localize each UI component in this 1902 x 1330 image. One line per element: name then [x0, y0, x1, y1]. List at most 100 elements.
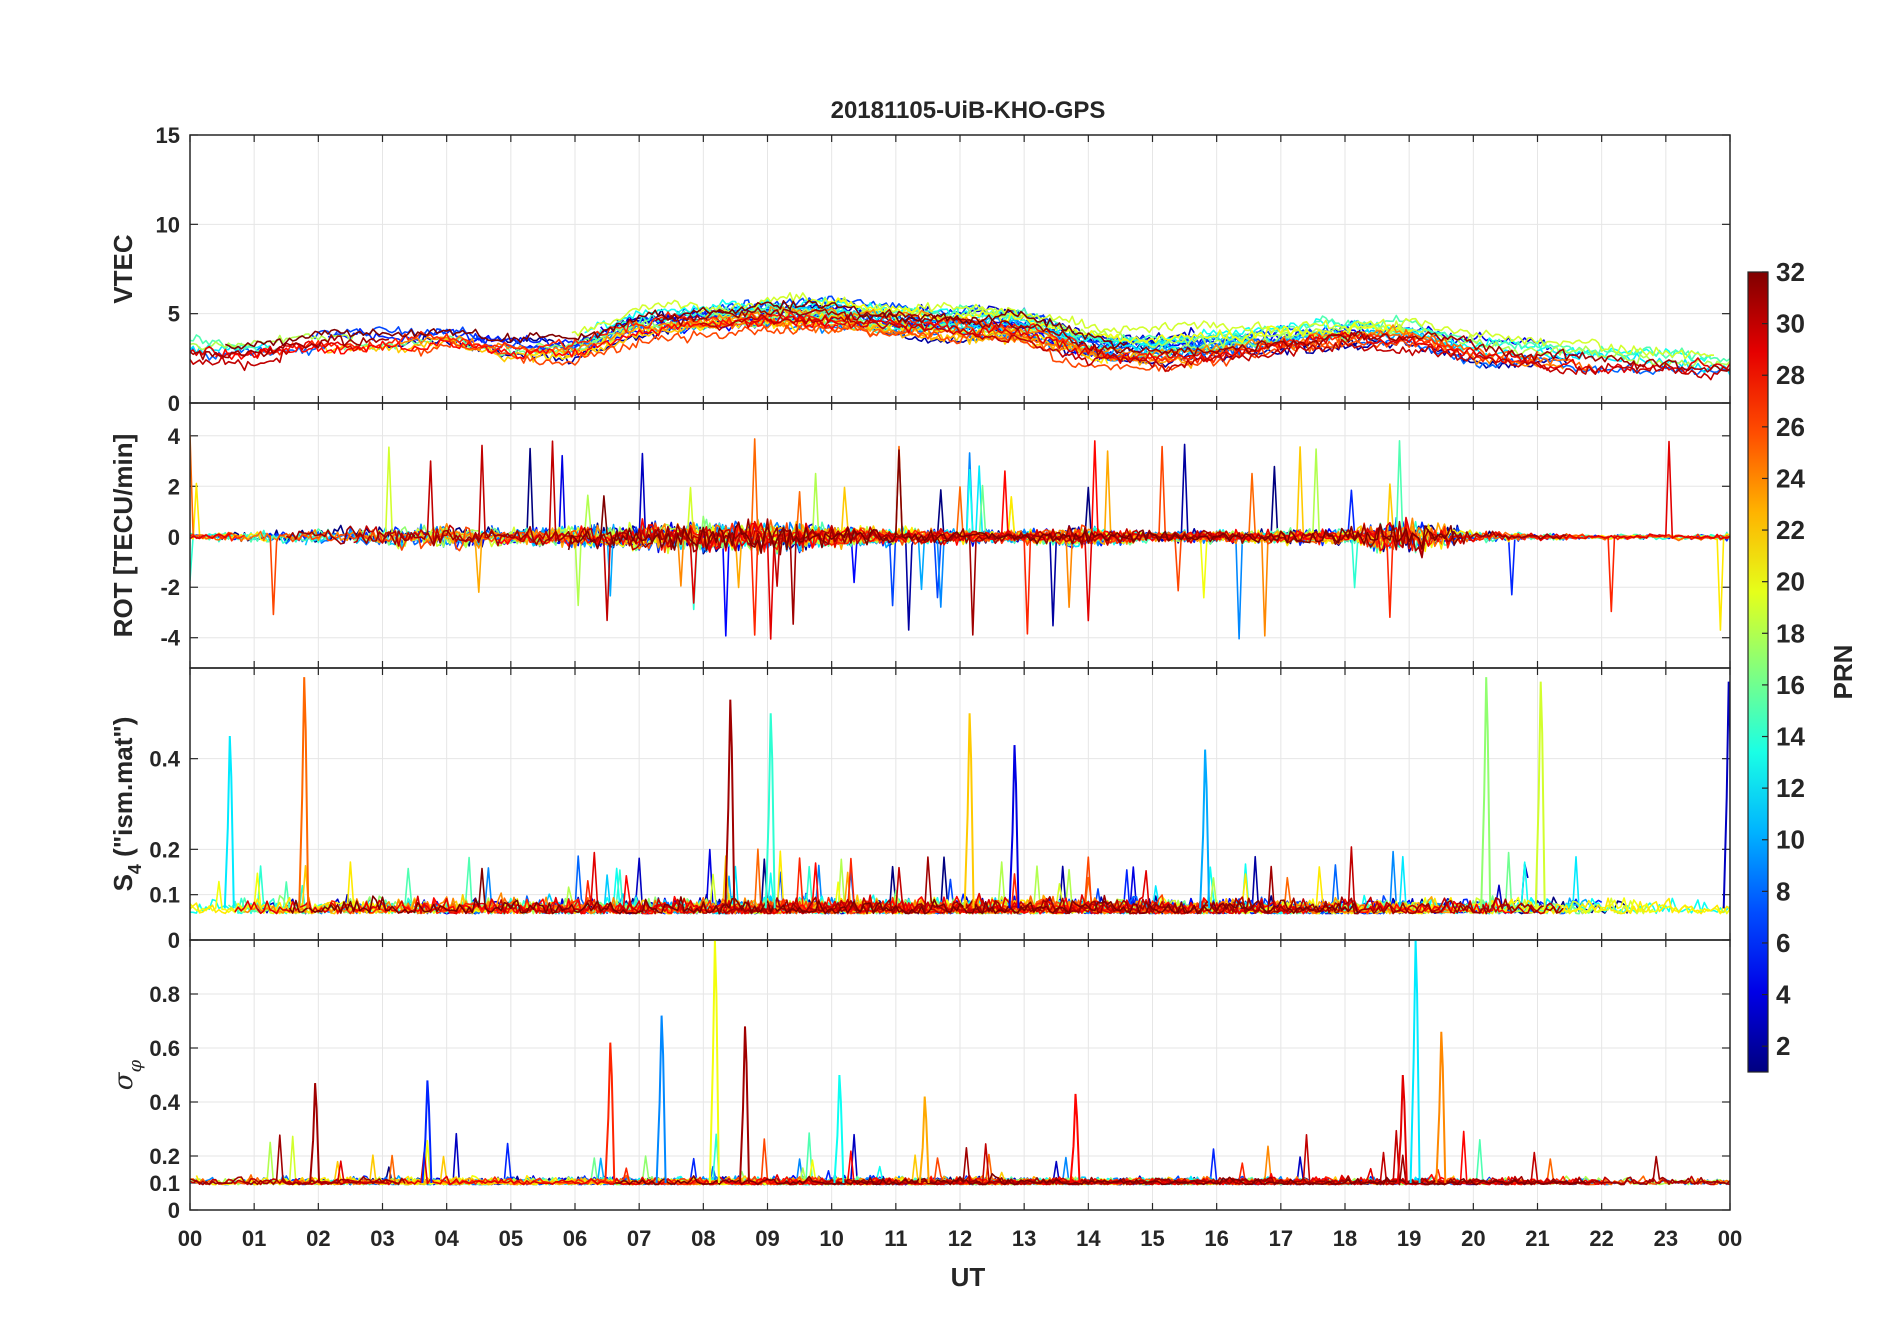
- x-tick-label: 14: [1076, 1226, 1101, 1251]
- x-tick-label: 21: [1525, 1226, 1549, 1251]
- series-line-prn-31: [190, 306, 1730, 373]
- panel-vtec: 0 5 10 15 VTEC: [108, 123, 1731, 416]
- panel-s4: 0 0.1 0.2 0.4S4 ("ism.mat"): [108, 667, 1731, 953]
- y-tick-label: 15: [156, 123, 180, 148]
- colorbar-tick-label: 32: [1776, 257, 1805, 287]
- y-axis-label: VTEC: [108, 234, 138, 304]
- spike-s4: [963, 713, 975, 909]
- series-line-prn-26: [411, 323, 1458, 373]
- y-tick-label: 2: [168, 474, 180, 499]
- colorbar-tick-label: 2: [1776, 1031, 1790, 1061]
- x-tick-label: 04: [434, 1226, 459, 1251]
- series-group: [190, 940, 1730, 1186]
- colorbar-scale: [1747, 271, 1769, 1073]
- spike-s4: [298, 677, 310, 909]
- y-tick-label: 0.1: [149, 883, 180, 908]
- colorbar-tick-label: 28: [1776, 360, 1805, 390]
- spike-sigma_phi: [309, 1083, 321, 1184]
- y-tick-label: 0.2: [149, 1144, 180, 1169]
- x-tick-label: 02: [306, 1226, 330, 1251]
- colorbar-tick-label: 10: [1776, 825, 1805, 855]
- y-tick-label: 5: [168, 302, 180, 327]
- x-tick-label: 19: [1397, 1226, 1421, 1251]
- y-axis-label: σφ: [109, 1059, 146, 1090]
- series-line-prn-32: [225, 299, 1128, 350]
- x-tick-label: 00: [178, 1226, 202, 1251]
- spike-s4: [1199, 749, 1211, 909]
- series-line-prn-32: [613, 1173, 1587, 1186]
- spike-sigma_phi: [739, 1026, 750, 1184]
- panel-sigma_phi: 00.10.2 0.4 0.6 0.8 σφ: [109, 939, 1731, 1223]
- x-axis-label: UT: [951, 1262, 986, 1292]
- x-tick-label: 12: [948, 1226, 972, 1251]
- x-tick-label: 18: [1333, 1226, 1357, 1251]
- x-tick-label: 15: [1140, 1226, 1164, 1251]
- x-tick-label: 01: [242, 1226, 266, 1251]
- x-tick-label: 11: [884, 1226, 907, 1251]
- spike-s4: [764, 713, 776, 909]
- spike-sigma_phi: [604, 1042, 616, 1184]
- spike-sigma_phi: [918, 1096, 930, 1184]
- series-line-prn-30: [190, 313, 1730, 381]
- y-tick-label: -2: [160, 575, 180, 600]
- y-tick-label: 0: [168, 391, 180, 416]
- panel-rot: -4 -2 0 2 4 ROT [TECU/min]: [108, 402, 1731, 669]
- y-tick-label: 0.4: [149, 1090, 180, 1115]
- colorbar-tick-label: 14: [1776, 722, 1805, 752]
- spike-sigma_phi: [1396, 1074, 1408, 1184]
- spike-s4: [1722, 681, 1730, 909]
- series-line-prn-19: [571, 292, 1715, 360]
- colorbar-tick-label: 12: [1776, 773, 1805, 803]
- x-tick-label: 05: [499, 1226, 523, 1251]
- spike-s4: [1534, 681, 1546, 909]
- colorbar-tick-label: 30: [1776, 309, 1805, 339]
- chart-title: 20181105-UiB-KHO-GPS: [831, 97, 1106, 124]
- x-tick-label: 09: [755, 1226, 779, 1251]
- spike-sigma_phi: [655, 1015, 667, 1184]
- colorbar-label: PRN: [1828, 645, 1858, 700]
- y-tick-label: 4: [168, 424, 181, 449]
- spike-sigma_phi: [708, 940, 720, 1184]
- y-tick-label: 0.4: [149, 747, 180, 772]
- y-tick-label: 0.1: [149, 1171, 180, 1196]
- x-tick-label: 00: [1718, 1226, 1742, 1251]
- spike-sigma_phi: [1069, 1093, 1081, 1184]
- colorbar-tick-label: 26: [1776, 412, 1805, 442]
- spike-sigma_phi: [1435, 1031, 1447, 1184]
- y-axis-label: S4 ("ism.mat"): [108, 717, 145, 892]
- spike-sigma_phi: [1409, 940, 1421, 1184]
- x-axis: 00 01 02 03 04 05 06 07 08 09 10 11 12 13 14 15 16 17 18 19…: [178, 1226, 1742, 1251]
- colorbar-tick-label: 8: [1776, 876, 1790, 906]
- y-tick-label: 0: [168, 525, 180, 550]
- y-tick-label: 10: [156, 212, 180, 237]
- colorbar-tick-label: 4: [1776, 980, 1791, 1010]
- x-tick-label: 23: [1654, 1226, 1678, 1251]
- x-tick-label: 17: [1269, 1226, 1293, 1251]
- y-tick-label: 0: [168, 928, 180, 953]
- y-axis-label: ROT [TECU/min]: [108, 434, 138, 638]
- series-line-prn-18: [427, 448, 1327, 607]
- spike-s4: [724, 699, 736, 909]
- x-tick-label: 22: [1589, 1226, 1613, 1251]
- y-tick-label: 0.8: [149, 982, 180, 1007]
- spike-sigma_phi: [833, 1074, 845, 1184]
- spike-s4: [1008, 745, 1020, 909]
- series-group: [190, 292, 1730, 381]
- series-line-prn-32: [288, 867, 1359, 915]
- x-tick-label: 06: [563, 1226, 587, 1251]
- y-tick-label: 0: [168, 1198, 180, 1223]
- spike-s4: [1480, 677, 1492, 909]
- y-tick-label: 0.6: [149, 1036, 180, 1061]
- x-tick-label: 10: [819, 1226, 843, 1251]
- series-group: [190, 435, 1730, 640]
- series-line-prn-23: [414, 450, 1449, 593]
- x-tick-label: 08: [691, 1226, 715, 1251]
- colorbar-tick-label: 22: [1776, 515, 1805, 545]
- colorbar-tick-label: 6: [1776, 928, 1790, 958]
- colorbar-tick-label: 16: [1776, 670, 1805, 700]
- spike-sigma_phi: [421, 1080, 433, 1184]
- series-line-prn-32: [567, 449, 1462, 554]
